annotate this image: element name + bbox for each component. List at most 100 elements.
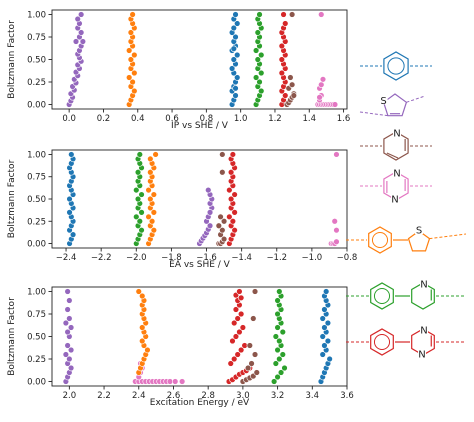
x-axis-label: EA vs SHE / V xyxy=(169,260,231,270)
data-point xyxy=(232,11,239,18)
data-point xyxy=(253,369,260,376)
y-tick-label: 0.50 xyxy=(27,195,46,205)
data-point xyxy=(288,81,296,88)
data-point xyxy=(272,360,280,367)
x-tick-label: 0.8 xyxy=(200,114,214,124)
data-point xyxy=(231,191,238,198)
data-point xyxy=(251,351,259,358)
data-point xyxy=(274,373,281,381)
data-point xyxy=(77,29,85,36)
x-tick-label: 1.6 xyxy=(337,114,351,124)
data-point xyxy=(205,186,212,194)
data-point xyxy=(135,288,142,295)
series-1 xyxy=(66,151,77,247)
x-tick-label: 3.0 xyxy=(236,391,250,401)
x-tick-label: 1.0 xyxy=(234,114,248,124)
y-axis-label: Boltzmann Factor xyxy=(7,159,17,238)
data-point xyxy=(252,74,260,81)
chart-3: 0.00 0.25 0.50 0.75 1.00 2.0 2.2 2.4 2.6 2.8 3.0 3.… xyxy=(7,286,354,408)
data-point xyxy=(134,195,142,203)
y-tick-label: 0.75 xyxy=(27,33,46,43)
data-point xyxy=(274,346,281,354)
data-point xyxy=(232,85,239,92)
y-tick-label: 0.50 xyxy=(27,56,46,66)
data-point xyxy=(258,87,265,95)
data-point xyxy=(290,92,298,99)
series-1 xyxy=(65,11,87,108)
data-point xyxy=(131,51,138,59)
data-point xyxy=(134,169,142,176)
bond xyxy=(386,152,399,159)
x-tick-label: −1.4 xyxy=(231,253,252,263)
x-tick-label: −1.2 xyxy=(266,253,287,263)
x-tick-label: 3.4 xyxy=(306,391,320,401)
data-point xyxy=(274,310,281,318)
data-point xyxy=(226,186,233,194)
atom-label: N xyxy=(391,195,398,206)
data-point xyxy=(272,333,280,340)
series-3 xyxy=(145,151,159,247)
data-point xyxy=(206,209,214,216)
attachment-bond xyxy=(406,95,426,103)
y-tick-label: 1.00 xyxy=(27,150,46,160)
x-tick-label: −0.8 xyxy=(337,253,358,263)
x-tick-label: 1.4 xyxy=(303,114,317,124)
data-point xyxy=(219,226,226,234)
data-point xyxy=(277,369,285,376)
x-tick-label: 0.0 xyxy=(62,114,76,124)
data-point xyxy=(125,47,133,54)
y-tick-label: 0.25 xyxy=(27,78,46,88)
data-point xyxy=(276,337,283,345)
data-point xyxy=(324,337,332,345)
series-7 xyxy=(328,151,340,247)
data-point xyxy=(148,218,156,225)
data-point xyxy=(254,56,262,63)
data-point xyxy=(66,355,73,363)
series-7 xyxy=(314,11,339,108)
data-point xyxy=(138,191,145,198)
x-tick-label: 0.6 xyxy=(165,114,179,124)
atom-label-background xyxy=(391,194,399,203)
x-tick-label: 2.4 xyxy=(132,391,146,401)
data-point xyxy=(66,297,73,304)
data-point xyxy=(131,69,138,77)
ring-outline xyxy=(383,51,409,81)
thiophene-icon: S xyxy=(359,93,426,117)
data-point xyxy=(226,213,233,221)
data-point xyxy=(278,56,286,63)
atom-label-background xyxy=(393,168,401,177)
data-point xyxy=(150,191,158,198)
data-point xyxy=(234,315,241,322)
aromatic-circle xyxy=(387,57,405,75)
data-point xyxy=(319,315,326,322)
atom-label: N xyxy=(393,129,400,140)
pyridine-icon: N xyxy=(360,128,432,161)
data-point xyxy=(69,231,77,238)
data-point xyxy=(258,69,265,77)
ring-outline xyxy=(368,226,392,254)
data-point xyxy=(252,47,260,54)
data-point xyxy=(251,288,259,295)
aromatic-circle xyxy=(371,231,389,249)
atom-label: N xyxy=(420,326,427,337)
plot-frame xyxy=(51,286,348,387)
data-point xyxy=(139,337,146,345)
x-tick-label: 3.2 xyxy=(271,391,285,401)
phenylthiophene-icon: S xyxy=(346,225,467,254)
y-tick-label: 0.25 xyxy=(27,355,46,365)
data-point xyxy=(66,315,73,322)
data-point xyxy=(280,11,287,18)
x-tick-label: 0.4 xyxy=(131,114,145,124)
x-tick-label: 3.6 xyxy=(340,391,354,401)
aromatic-circle xyxy=(373,287,391,305)
series-3 xyxy=(135,288,151,376)
attachment-bond xyxy=(429,233,467,240)
ring-outline xyxy=(407,230,431,252)
data-point xyxy=(230,24,238,32)
series-7 xyxy=(317,288,333,385)
pyrazine-icon: NN xyxy=(360,168,432,206)
y-tick-label: 0.75 xyxy=(27,173,46,183)
data-point xyxy=(125,74,133,81)
y-tick-label: 0.50 xyxy=(27,333,46,343)
